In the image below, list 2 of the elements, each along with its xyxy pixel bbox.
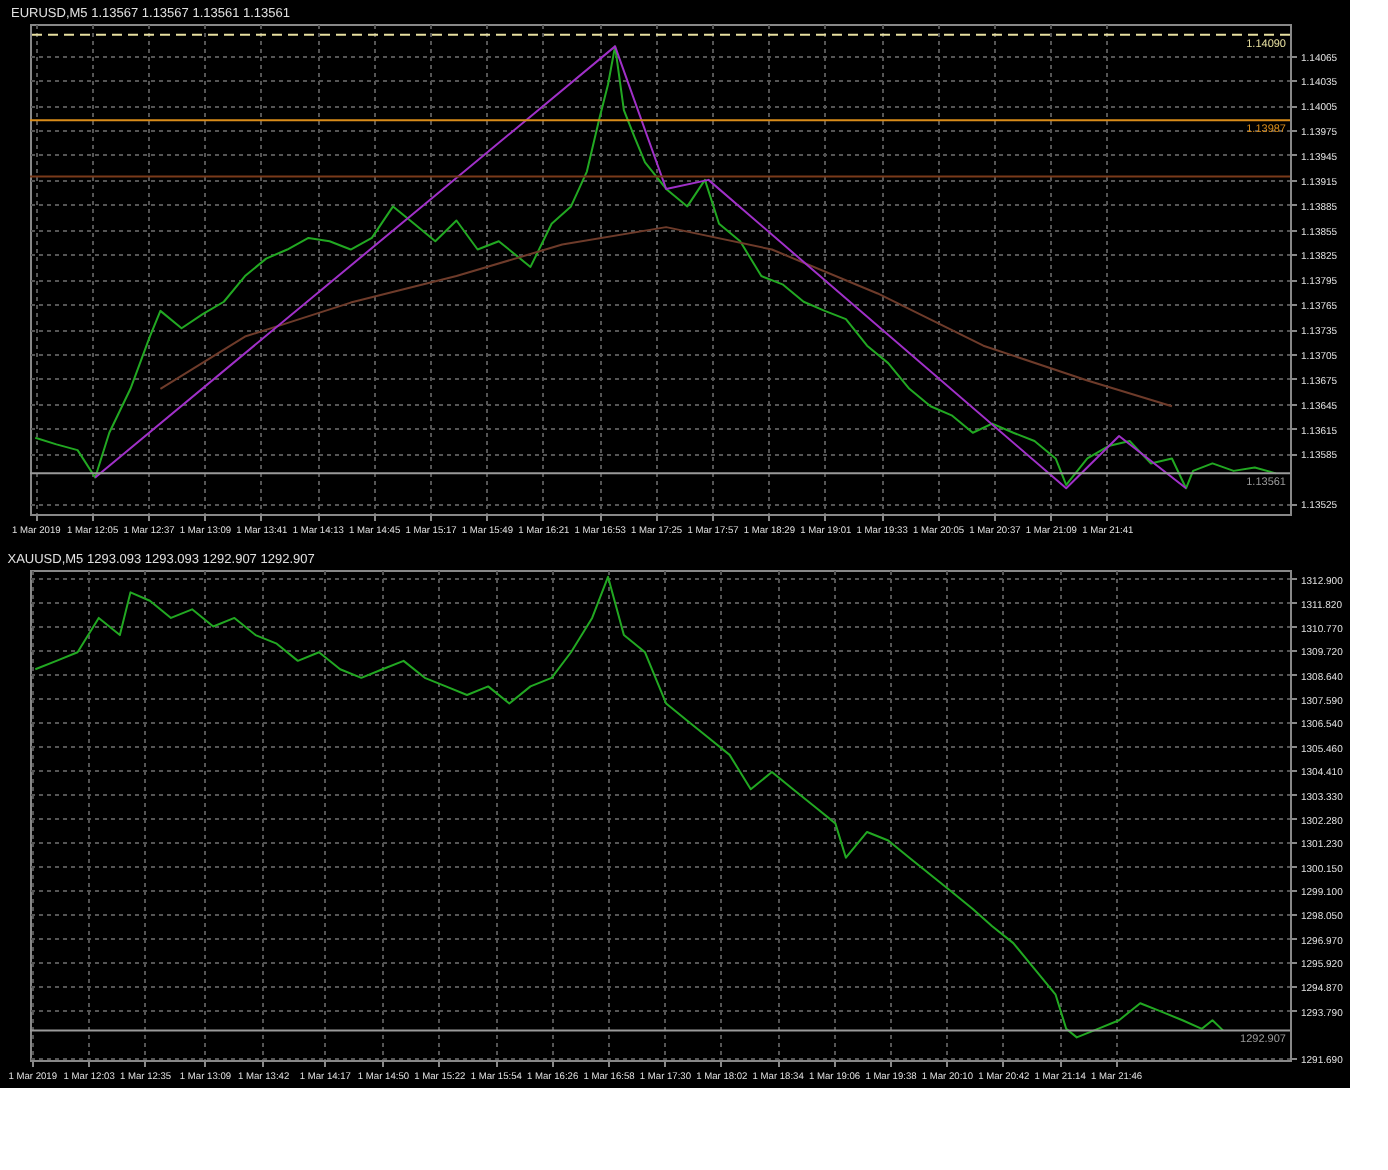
line-series — [159, 226, 1173, 408]
line-series — [34, 575, 1225, 1039]
